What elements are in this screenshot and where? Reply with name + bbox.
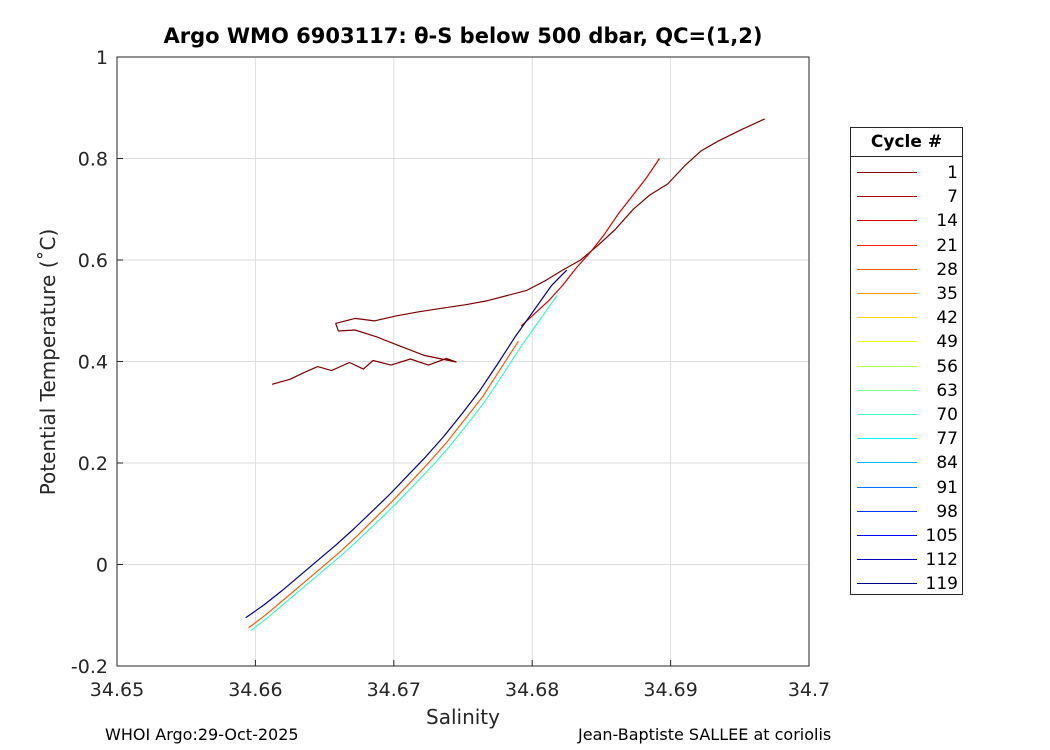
legend-swatch	[857, 220, 917, 222]
legend-title: Cycle #	[851, 128, 962, 157]
legend-item: 91	[851, 476, 964, 500]
x-tick-label: 34.69	[643, 679, 697, 701]
legend-label: 63	[936, 380, 958, 401]
y-tick-label: -0.2	[71, 656, 108, 678]
series-line-cycle-28	[248, 340, 519, 629]
series-line-cycle-119	[245, 269, 568, 619]
legend-item: 112	[851, 548, 964, 572]
legend-item: 105	[851, 524, 964, 548]
legend-item: 28	[851, 258, 964, 282]
x-tick-label: 34.7	[788, 679, 830, 701]
legend-label: 1	[947, 163, 958, 183]
legend-swatch	[857, 389, 917, 391]
legend-label: 56	[936, 356, 958, 377]
legend-label: 7	[947, 187, 958, 208]
legend-label: 14	[936, 211, 958, 232]
legend-item: 14	[851, 209, 964, 233]
y-tick-label: 0.4	[78, 352, 108, 374]
x-tick-label: 34.68	[505, 679, 559, 701]
legend-label: 77	[936, 429, 958, 450]
legend-item: 21	[851, 234, 964, 258]
legend-swatch	[857, 196, 917, 198]
legend-swatch	[857, 293, 917, 294]
legend-swatch	[857, 341, 917, 343]
legend-item: 119	[851, 572, 964, 596]
legend-swatch	[857, 559, 917, 561]
footer-source: WHOI Argo:29-Oct-2025	[105, 725, 299, 744]
legend-swatch	[857, 244, 917, 246]
x-tick-label: 34.66	[228, 679, 282, 701]
series-line-cycle-14	[520, 158, 660, 327]
legend-label: 98	[936, 501, 958, 522]
legend-swatch	[857, 438, 917, 440]
legend-swatch	[857, 486, 917, 488]
series-layer	[245, 118, 765, 631]
legend-label: 42	[936, 308, 958, 329]
legend-swatch	[857, 510, 917, 512]
series-line-cycle-1	[271, 118, 765, 385]
legend-label: 105	[925, 526, 958, 546]
legend-item: 84	[851, 451, 964, 475]
y-tick-label: 1	[96, 47, 108, 69]
legend-swatch	[857, 317, 917, 319]
legend-item: 98	[851, 500, 964, 524]
gridlines	[117, 57, 809, 666]
legend-item: 49	[851, 330, 964, 354]
y-tick-label: 0.8	[78, 149, 108, 171]
legend-label: 84	[936, 453, 958, 474]
legend-swatch	[857, 414, 917, 415]
y-axis-label: Potential Temperature (˚C)	[36, 228, 60, 496]
y-tick-label: 0	[96, 555, 108, 577]
legend: Cycle # 1 7 14 21 28 35 42 49 56 63 70 77 84 91 98 105 1…	[850, 127, 963, 595]
legend-swatch	[857, 268, 917, 270]
legend-item: 56	[851, 355, 964, 379]
legend-label: 49	[936, 332, 958, 353]
y-tick-label: 0.2	[78, 453, 108, 475]
legend-item: 35	[851, 282, 964, 306]
legend-label: 28	[936, 259, 958, 280]
legend-swatch	[857, 583, 917, 585]
x-tick-label: 34.65	[90, 679, 144, 701]
legend-item: 1	[851, 161, 964, 185]
legend-swatch	[857, 462, 917, 464]
legend-label: 91	[936, 477, 958, 498]
legend-label: 21	[936, 235, 958, 256]
legend-label: 70	[936, 405, 958, 425]
x-axis-label: Salinity	[426, 705, 500, 729]
axis-ticks: 34.65 34.66 34.67 34.68 34.69 34.7 -0.2 0 0.2 0.4…	[71, 47, 830, 701]
legend-item: 42	[851, 306, 964, 330]
legend-label: 35	[936, 284, 958, 304]
legend-item: 63	[851, 379, 964, 403]
chart-title: Argo WMO 6903117: θ-S below 500 dbar, QC…	[163, 24, 763, 48]
series-line-cycle-70	[250, 295, 558, 631]
legend-swatch	[857, 535, 917, 536]
legend-item: 7	[851, 185, 964, 209]
footer-credit: Jean-Baptiste SALLEE at coriolis	[578, 725, 832, 744]
y-tick-label: 0.6	[78, 250, 108, 272]
x-tick-label: 34.67	[367, 679, 421, 701]
legend-label: 112	[925, 550, 958, 571]
legend-item: 70	[851, 403, 964, 427]
legend-item: 77	[851, 427, 964, 451]
legend-swatch	[857, 365, 917, 367]
legend-swatch	[857, 172, 917, 173]
legend-label: 119	[925, 574, 958, 595]
